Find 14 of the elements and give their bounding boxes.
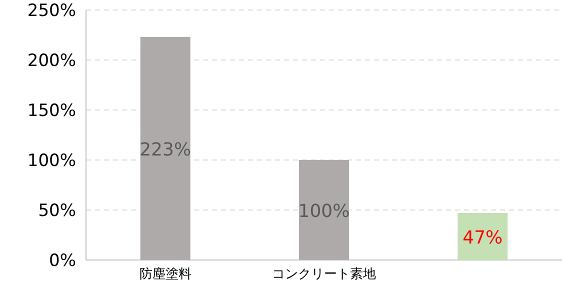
data-label: 47%: [462, 228, 503, 248]
y-tick-label: 150%: [27, 101, 76, 121]
y-tick-label: 50%: [38, 201, 76, 221]
y-tick-label: 250%: [27, 1, 76, 21]
data-label: 100%: [298, 201, 350, 222]
y-tick-label: 200%: [27, 51, 76, 71]
bar: [140, 37, 190, 260]
bar: [458, 213, 508, 260]
bar: [299, 160, 349, 260]
data-label: 223%: [140, 140, 192, 160]
x-tick-label: 防塵塗料: [139, 267, 192, 282]
x-tick-label: コンクリート素地: [272, 267, 376, 282]
y-tick-label: 0%: [49, 251, 76, 271]
y-tick-label: 100%: [27, 151, 76, 171]
